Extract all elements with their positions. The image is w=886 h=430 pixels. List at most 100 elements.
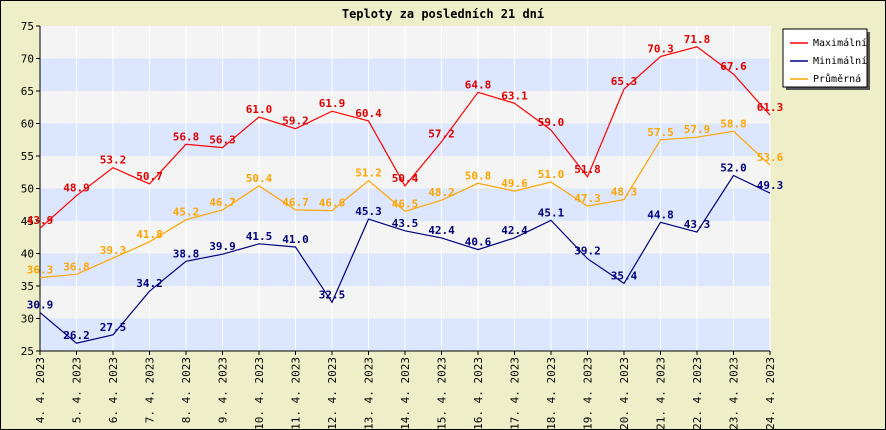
x-tick-label: 4. 4. 2023 [34,357,47,423]
data-label-max: 43.9 [27,214,54,227]
data-label-avg: 39.3 [100,244,127,257]
y-tick-label: 35 [21,280,34,293]
data-label-max: 61.9 [319,97,346,110]
data-label-avg: 58.8 [720,117,747,130]
data-label-max: 71.8 [684,33,711,46]
data-label-max: 48.9 [63,182,90,195]
data-label-avg: 36.8 [63,260,90,273]
data-label-avg: 49.6 [501,177,528,190]
data-label-max: 61.3 [757,101,784,114]
legend-label-min: Minimální [813,55,867,67]
y-tick-label: 65 [21,85,34,98]
x-tick-label: 9. 4. 2023 [217,357,230,423]
y-tick-label: 70 [21,53,34,66]
x-tick-label: 22. 4. 2023 [691,357,704,430]
grid-lines [39,26,771,351]
data-label-max: 56.8 [173,130,200,143]
data-label-max: 64.8 [465,78,492,91]
series-line-avg [39,130,771,279]
x-tick-label: 6. 4. 2023 [107,357,120,423]
x-tick-label: 13. 4. 2023 [363,357,376,430]
axes: 25 30 35 40 45 50 55 60 65 70 75 4. 4. 2023 5. 4. 20… [21,20,777,430]
data-label-max: 56.3 [209,134,236,147]
data-label-min: 38.8 [173,247,200,260]
data-label-min: 39.9 [209,240,236,253]
series-line-min [39,174,771,344]
legend-box [782,28,868,88]
data-label-min: 44.8 [647,208,674,221]
y-tick-label: 50 [21,183,34,196]
data-label-min: 49.3 [757,179,784,192]
data-label-avg: 57.9 [684,123,711,136]
data-label-avg: 41.8 [136,228,163,241]
data-label-max: 59.2 [282,115,309,128]
data-label-max: 67.6 [720,60,747,73]
data-label-min: 30.9 [27,299,54,312]
x-tick-label: 19. 4. 2023 [582,357,595,430]
data-label-avg: 57.5 [647,126,674,139]
data-label-max: 63.1 [501,89,528,102]
data-label-min: 41.5 [246,230,273,243]
data-label-min: 52.0 [720,162,747,175]
x-tick-label: 14. 4. 2023 [399,357,412,430]
data-label-min: 45.1 [538,206,565,219]
data-label-min: 34.2 [136,277,163,290]
data-label-avg: 50.4 [246,172,273,185]
legend-label-max: Maximální [813,37,867,49]
data-label-avg: 53.6 [757,151,784,164]
data-label-min: 42.4 [501,224,528,237]
y-tick-label: 60 [21,118,34,131]
data-label-avg: 50.8 [465,169,492,182]
data-label-min: 41.0 [282,233,309,246]
x-tick-label: 17. 4. 2023 [509,357,522,430]
series-line-max [39,46,771,229]
y-tick-label: 45 [21,215,34,228]
data-label-max: 65.3 [611,75,638,88]
data-label-max: 53.2 [100,154,127,167]
y-tick-label: 25 [21,345,34,358]
data-label-min: 35.4 [611,269,638,282]
data-label-avg: 48.3 [611,186,638,199]
x-tick-label: 23. 4. 2023 [728,357,741,430]
x-tick-label: 10. 4. 2023 [253,357,266,430]
data-label-max: 50.7 [136,170,163,183]
y-tick-label: 30 [21,313,34,326]
data-label-avg: 46.7 [282,196,309,209]
x-tick-label: 21. 4. 2023 [655,357,668,430]
data-label-avg: 48.2 [428,186,455,199]
data-label-avg: 46.7 [209,196,236,209]
data-label-max: 59.0 [538,116,565,129]
legend-label-avg: Průměrná [813,73,861,85]
x-tick-label: 5. 4. 2023 [71,357,84,423]
x-tick-label: 12. 4. 2023 [326,357,339,430]
x-tick-label: 11. 4. 2023 [290,357,303,430]
legend: Maximální Minimální Průměrná [782,28,870,90]
x-tick-label: 16. 4. 2023 [472,357,485,430]
data-label-max: 70.3 [647,43,674,56]
data-label-max: 50.4 [392,172,419,185]
data-label-min: 26.2 [63,329,90,342]
data-label-max: 60.4 [355,107,382,120]
x-tick-label: 15. 4. 2023 [436,357,449,430]
data-label-max: 51.8 [574,163,601,176]
data-label-min: 43.5 [392,217,419,230]
data-label-min: 39.2 [574,245,601,258]
x-tick-label: 24. 4. 2023 [764,357,777,430]
data-label-min: 45.3 [355,205,382,218]
x-tick-label: 7. 4. 2023 [144,357,157,423]
x-tick-label: 20. 4. 2023 [618,357,631,430]
x-tick-label: 8. 4. 2023 [180,357,193,423]
data-label-avg: 46.5 [392,197,419,210]
data-label-min: 27.5 [100,321,127,334]
data-label-avg: 45.2 [173,206,200,219]
data-label-max: 61.0 [246,103,273,116]
data-labels: 43.9 48.9 53.2 50.7 56.8 56.3 61.0 59.2 61.9 60.4… [27,33,784,342]
data-label-min: 40.6 [465,236,492,249]
data-label-min: 42.4 [428,224,455,237]
series-lines [39,46,771,344]
data-label-avg: 36.3 [27,264,54,277]
y-tick-label: 40 [21,248,34,261]
data-label-max: 57.2 [428,128,455,141]
data-label-avg: 51.0 [538,168,565,181]
